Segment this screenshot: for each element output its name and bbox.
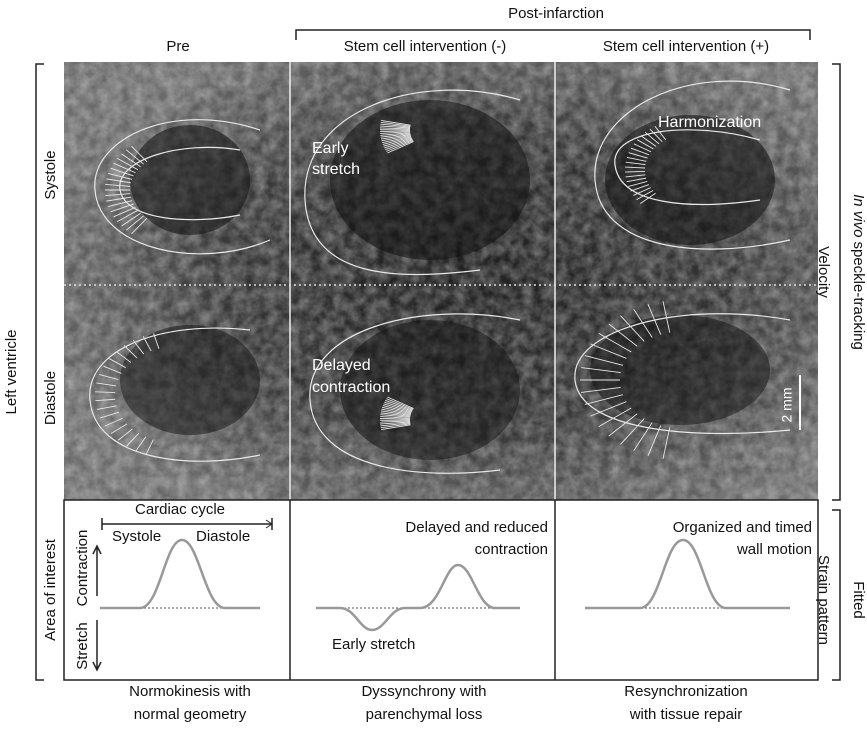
row-label: Diastole — [42, 371, 59, 425]
strain-label: Diastole — [196, 528, 250, 545]
side-title: In vivo speckle-tracking — [850, 194, 867, 350]
caption: Normokinesis with — [129, 683, 251, 700]
side-title: Fitted — [850, 581, 867, 619]
caption: with tissue repair — [629, 706, 743, 723]
tracking-vector — [625, 171, 645, 172]
image-label: Delayed — [312, 357, 371, 374]
strain-label: Organized and timed — [673, 519, 812, 536]
image-label: contraction — [312, 379, 390, 396]
row-label: Area of interest — [42, 538, 59, 641]
strain-label: contraction — [475, 541, 548, 558]
side-title: Left ventricle — [3, 329, 20, 414]
bracket — [832, 64, 840, 500]
strain-label: Systole — [112, 528, 161, 545]
side-label: Strain pattern — [815, 555, 832, 645]
image-label: Harmonization — [658, 114, 761, 131]
caption: Resynchronization — [624, 683, 747, 700]
image-label: Early — [312, 140, 348, 157]
side-title-italic: In vivo — [850, 194, 867, 237]
strain-label: Delayed and reduced — [405, 519, 548, 536]
column-header: Stem cell intervention (+) — [603, 38, 769, 55]
column-header: Stem cell intervention (-) — [344, 38, 507, 55]
caption: Dyssynchrony with — [361, 683, 486, 700]
strain-label: Contraction — [74, 530, 91, 607]
bracket — [832, 510, 840, 680]
row-label: Systole — [42, 150, 59, 199]
side-title-rest: speckle-tracking — [850, 241, 867, 349]
caption: normal geometry — [134, 706, 247, 723]
column-header: Pre — [166, 38, 189, 55]
group-title: Post-infarction — [508, 5, 604, 22]
strain-label: Early stretch — [332, 636, 415, 653]
image-label: stretch — [312, 161, 360, 178]
caption: parenchymal loss — [366, 706, 483, 723]
side-label: Velocity — [815, 246, 832, 298]
scale-label: 2 mm — [779, 388, 795, 423]
figure: Post-infarction Pre Stem cell interventi… — [0, 0, 867, 727]
strain-label: Cardiac cycle — [135, 501, 225, 518]
strain-label: Stretch — [74, 622, 91, 670]
strain-label: wall motion — [736, 541, 812, 558]
